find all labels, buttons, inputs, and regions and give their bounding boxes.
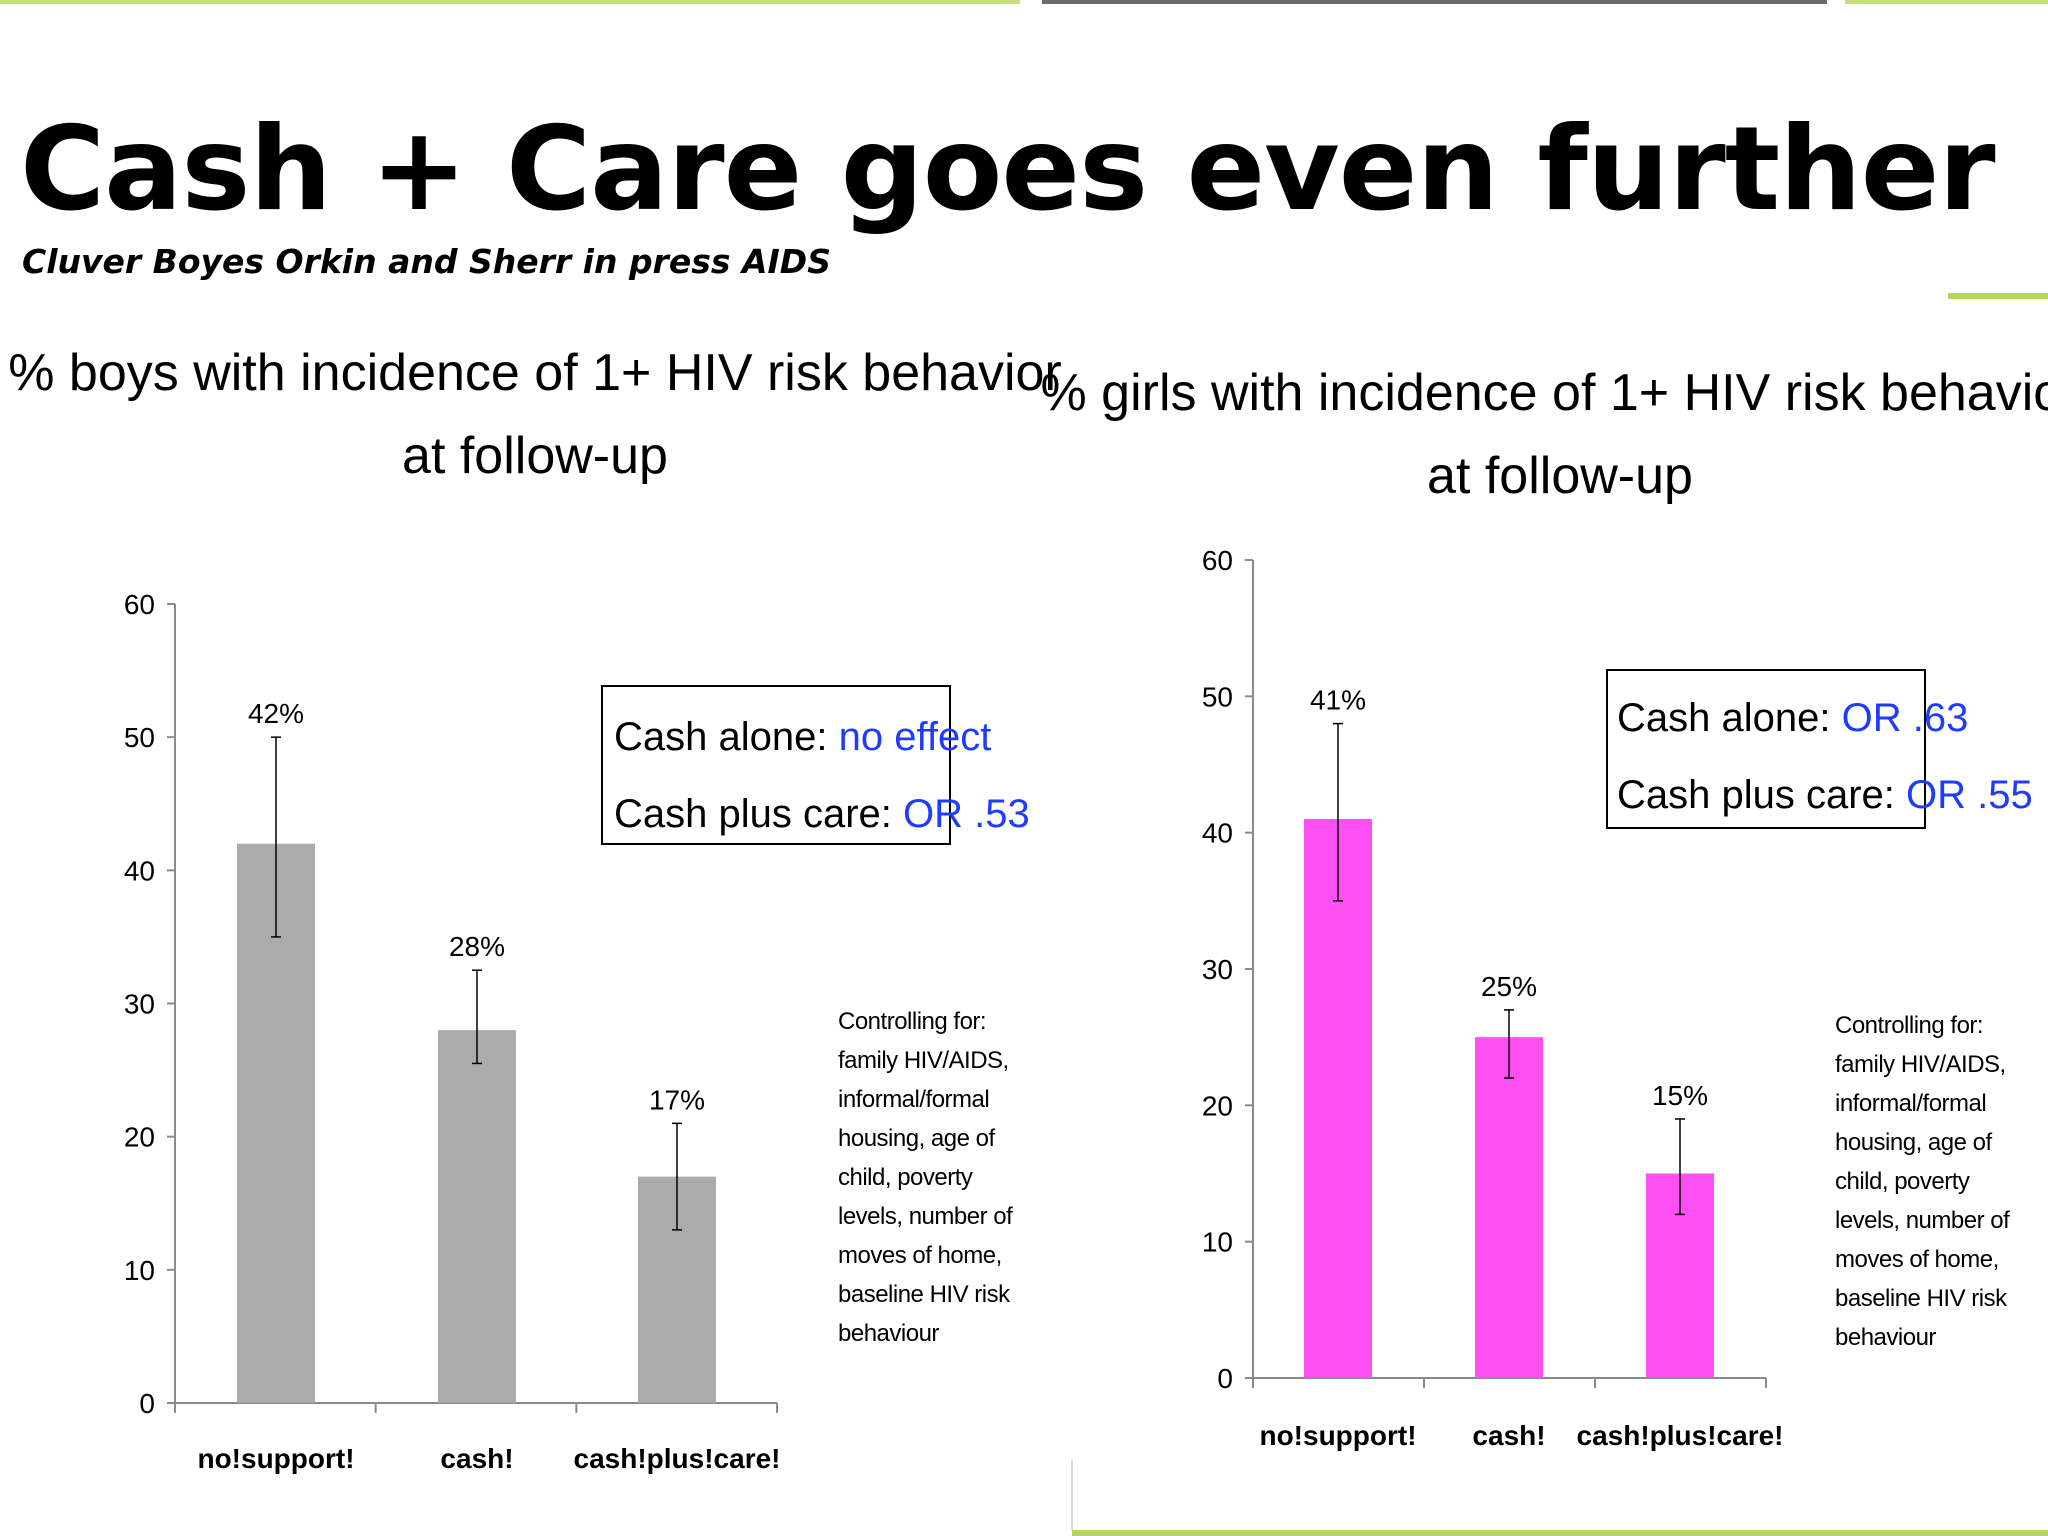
boys-y-tick-label: 10 xyxy=(124,1255,155,1286)
boys-data-label: 42% xyxy=(248,698,304,729)
top-dark-line xyxy=(1042,0,1827,4)
boys-category-label: no!support! xyxy=(197,1443,354,1474)
boys-note-line: behaviour xyxy=(838,1320,939,1347)
boys-y-tick-label: 40 xyxy=(124,855,155,886)
boys-note-line: Controlling for: xyxy=(838,1008,987,1035)
girls-note-line: family HIV/AIDS, xyxy=(1835,1051,2006,1078)
girls-bar xyxy=(1304,819,1372,1378)
girls-y-tick-label: 10 xyxy=(1202,1227,1233,1258)
boys-bar xyxy=(438,1030,516,1403)
boys-box-line2: Cash plus care: OR .53 xyxy=(614,792,1030,836)
boys-box-line1-label: Cash alone: xyxy=(614,715,839,759)
girls-plot-area: 0 10 20 30 40 50 60 41% no!support! 25% cash! 15% ca… xyxy=(1202,545,1784,1451)
boys-box-line1-value: no effect xyxy=(839,715,992,759)
slide-title: Cash + Care goes even further xyxy=(20,102,1996,237)
boys-plot-area: 0 10 20 30 40 50 60 42% no!support! 28% cash! 17% ca… xyxy=(124,589,781,1474)
girls-box-line1: Cash alone: OR .63 xyxy=(1617,696,1968,740)
girls-note-line: informal/formal xyxy=(1835,1090,1987,1117)
boys-note-line: moves of home, xyxy=(838,1242,1002,1269)
girls-box-line1-label: Cash alone: xyxy=(1617,696,1842,740)
girls-category-label: cash! xyxy=(1472,1420,1545,1451)
girls-box-line2: Cash plus care: OR .55 xyxy=(1617,773,2033,817)
girls-y-tick-label: 20 xyxy=(1202,1090,1233,1121)
boys-chart: % boys with incidence of 1+ HIV risk beh… xyxy=(8,344,1062,1474)
boys-box-line1: Cash alone: no effect xyxy=(614,715,991,759)
boys-chart-title-line2: at follow-up xyxy=(402,427,668,485)
girls-note-line: child, poverty xyxy=(1835,1168,1970,1195)
boys-note-line: housing, age of xyxy=(838,1125,995,1152)
girls-box-line2-value: OR .55 xyxy=(1906,773,2033,817)
slide-subtitle: Cluver Boyes Orkin and Sherr in press AI… xyxy=(22,242,831,281)
girls-chart-title-line1: % girls with incidence of 1+ HIV risk be… xyxy=(1040,364,2048,422)
girls-box-line2-label: Cash plus care: xyxy=(1617,773,1906,817)
side-accent-line xyxy=(1948,293,2048,299)
girls-y-tick-label: 30 xyxy=(1202,954,1233,985)
boys-y-tick-label: 0 xyxy=(139,1388,155,1419)
boys-legend-box xyxy=(601,685,951,845)
boys-note-line: baseline HIV risk xyxy=(838,1281,1010,1308)
bottom-accent-line xyxy=(1072,1530,2048,1536)
girls-bar xyxy=(1475,1037,1543,1378)
boys-category-label: cash!plus!care! xyxy=(574,1443,781,1474)
girls-category-label: cash!plus!care! xyxy=(1577,1420,1784,1451)
girls-category-label: no!support! xyxy=(1259,1420,1416,1451)
boys-controls-note: Controlling for: family HIV/AIDS, informal… xyxy=(838,1002,1048,1353)
girls-y-tick-label: 0 xyxy=(1217,1363,1233,1394)
girls-box-line1-value: OR .63 xyxy=(1842,696,1969,740)
boys-category-label: cash! xyxy=(440,1443,513,1474)
boys-chart-title-line1: % boys with incidence of 1+ HIV risk beh… xyxy=(8,344,1062,402)
girls-controls-note: Controlling for: family HIV/AIDS, informal… xyxy=(1835,1006,2045,1357)
girls-note-line: baseline HIV risk xyxy=(1835,1285,2007,1312)
bottom-accent-tick xyxy=(1071,1460,1073,1530)
girls-note-line: behaviour xyxy=(1835,1324,1936,1351)
boys-y-tick-label: 30 xyxy=(124,989,155,1020)
girls-y-tick-label: 50 xyxy=(1202,681,1233,712)
girls-note-line: Controlling for: xyxy=(1835,1012,1984,1039)
boys-note-line: informal/formal xyxy=(838,1086,990,1113)
boys-y-tick-label: 20 xyxy=(124,1122,155,1153)
girls-chart: % girls with incidence of 1+ HIV risk be… xyxy=(1040,364,2048,1451)
boys-box-line2-label: Cash plus care: xyxy=(614,792,903,836)
boys-y-tick-label: 60 xyxy=(124,589,155,620)
girls-data-label: 25% xyxy=(1481,971,1537,1002)
girls-note-line: levels, number of xyxy=(1835,1207,2010,1234)
girls-chart-title-line2: at follow-up xyxy=(1427,447,1693,505)
girls-y-tick-label: 40 xyxy=(1202,818,1233,849)
girls-note-line: moves of home, xyxy=(1835,1246,1999,1273)
boys-data-label: 17% xyxy=(649,1084,705,1115)
girls-data-label: 15% xyxy=(1652,1080,1708,1111)
boys-note-line: child, poverty xyxy=(838,1164,973,1191)
top-accent-line-right xyxy=(1845,0,2048,4)
girls-y-tick-label: 60 xyxy=(1202,545,1233,576)
boys-note-line: family HIV/AIDS, xyxy=(838,1047,1009,1074)
boys-y-tick-label: 50 xyxy=(124,722,155,753)
boys-data-label: 28% xyxy=(449,931,505,962)
boys-note-line: levels, number of xyxy=(838,1203,1013,1230)
boys-box-line2-value: OR .53 xyxy=(903,792,1030,836)
girls-data-label: 41% xyxy=(1310,685,1366,716)
girls-legend-box xyxy=(1606,669,1926,829)
girls-note-line: housing, age of xyxy=(1835,1129,1992,1156)
top-accent-line xyxy=(0,0,1020,4)
